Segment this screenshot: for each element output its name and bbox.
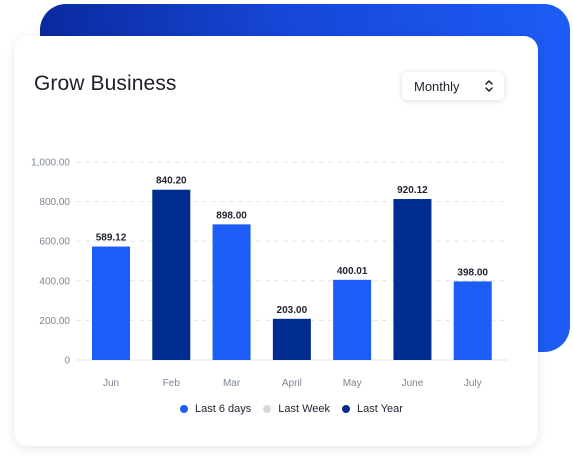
legend-label: Last Year — [357, 403, 403, 415]
bar-feb — [152, 189, 191, 360]
legend-dot — [263, 405, 272, 413]
legend-dot — [342, 405, 351, 413]
bar-value-label: 920.12 — [397, 185, 428, 196]
x-tick-label: May — [343, 378, 362, 389]
x-tick-label: July — [464, 378, 482, 389]
sort-chevrons-icon — [485, 80, 493, 92]
bar-jun — [92, 246, 130, 360]
bar-april — [272, 318, 311, 360]
bar-value-label: 203.00 — [277, 305, 308, 316]
x-tick-label: Feb — [163, 378, 181, 389]
y-tick-label: 600.00 — [39, 237, 70, 248]
x-tick-label: Jun — [103, 378, 119, 389]
legend-dot — [180, 405, 188, 413]
y-tick-label: 800.00 — [39, 197, 70, 208]
chart-legend: Last 6 days Last Week Last Year — [180, 403, 415, 415]
legend-item[interactable]: Last Year — [342, 403, 403, 415]
x-tick-label: Mar — [223, 378, 241, 389]
y-tick-label: 200.00 — [39, 316, 70, 327]
y-tick-label: 0 — [64, 356, 70, 367]
bar-mar — [212, 224, 251, 360]
bar-july — [453, 281, 492, 360]
y-tick-label: 400.00 — [39, 276, 70, 287]
grow-business-card: Grow Business Monthly 0 200.00 400.00 600.0… — [14, 36, 538, 446]
legend-item[interactable]: Last 6 days — [180, 403, 251, 415]
y-tick-label: 1,000.00 — [31, 158, 70, 169]
bar-value-label: 400.01 — [337, 266, 368, 277]
x-tick-label: June — [402, 378, 424, 389]
legend-item[interactable]: Last Week — [263, 403, 330, 415]
bar-value-label: 898.00 — [216, 210, 247, 221]
legend-label: Last 6 days — [195, 403, 252, 415]
bar-chart: 0 200.00 400.00 600.00 800.00 1,000.00 589.12 J… — [31, 158, 508, 389]
bar-value-label: 398.00 — [457, 267, 488, 278]
card-title: Grow Business — [34, 72, 177, 95]
legend-label: Last Week — [278, 403, 331, 415]
period-select[interactable]: Monthly — [402, 72, 504, 100]
x-tick-label: April — [282, 378, 302, 389]
bar-june — [393, 199, 432, 360]
period-select-value: Monthly — [414, 78, 460, 94]
bar-value-label: 840.20 — [156, 176, 187, 187]
bar-value-label: 589.12 — [96, 233, 127, 244]
bar-may — [333, 279, 372, 360]
